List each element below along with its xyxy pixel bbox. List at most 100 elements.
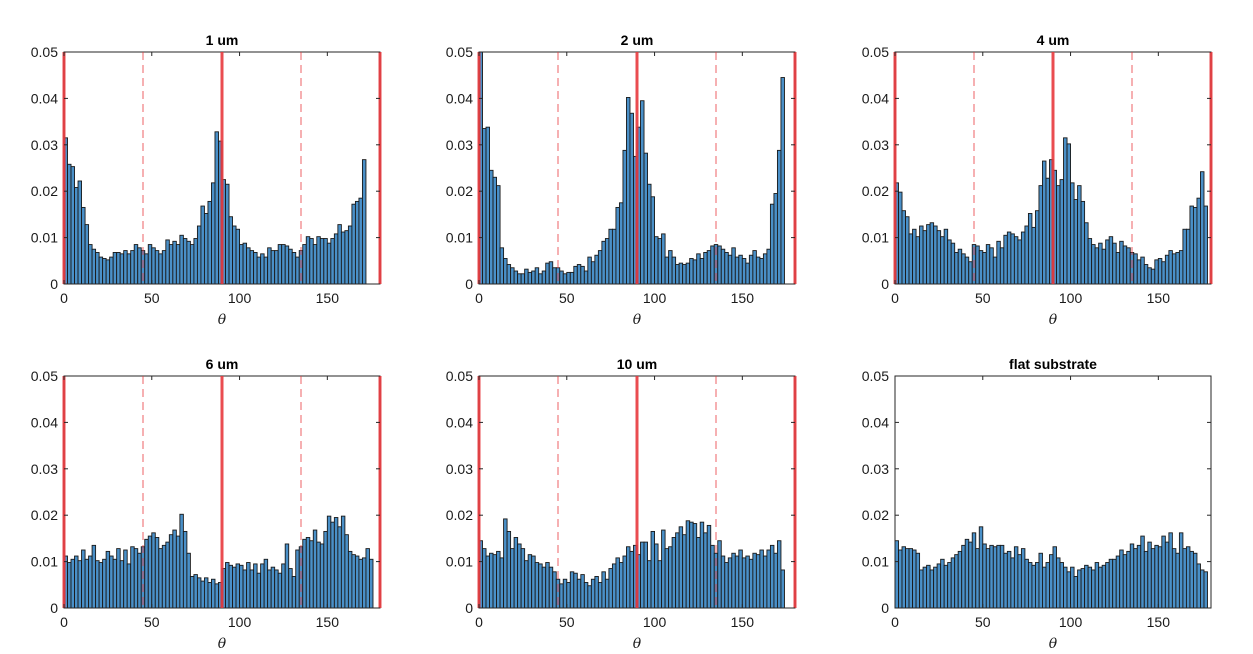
histogram-bar [1171,548,1177,609]
x-axis-label: θ [633,636,642,652]
histogram-bar [256,256,262,285]
histogram-bar [566,271,571,285]
histogram-bar [622,149,627,285]
histogram-bar [583,582,589,609]
histogram-bar [640,100,645,285]
histogram-bar [340,231,346,285]
histogram-bar [1154,259,1159,285]
y-tick-label: 0.04 [862,90,889,106]
histogram-bar [288,568,293,609]
histogram-bar [594,576,599,609]
histogram-bar [943,564,949,609]
histogram-bar [133,244,139,285]
histogram-bar [908,233,913,285]
histogram-bar [1042,566,1047,609]
histogram-bar [513,537,519,609]
histogram-bar [144,253,149,285]
histogram-bar [98,256,104,285]
histogram-bar [1094,562,1100,609]
histogram-bar [1136,544,1142,609]
histogram-bar [696,253,701,285]
x-tick-label: 100 [228,290,252,306]
histogram-bar [1129,543,1135,609]
histogram-bar [1171,253,1177,285]
y-tick-label: 0.01 [862,230,889,246]
histogram-bar [291,251,297,285]
x-axis-label: θ [633,312,642,328]
histogram-bar [985,244,991,285]
histogram-bar [961,544,966,609]
histogram-bar [992,256,998,285]
histogram-bar [1119,240,1124,285]
y-tick-label: 0.04 [31,90,58,106]
histogram-bar [647,183,652,285]
histogram-bar [119,253,125,285]
histogram-bar [534,562,540,609]
histogram-bar [755,554,761,609]
histogram-bar [675,264,680,285]
histogram-bar [182,238,188,285]
histogram-bar [692,259,698,285]
histogram-bar [1143,550,1149,609]
x-tick-label: 100 [643,614,667,630]
histogram-bar [284,245,290,285]
histogram-bar [755,256,761,285]
y-tick-label: 0.05 [862,44,889,60]
histogram-bar [734,555,740,609]
histogram-bar [1182,548,1187,609]
histogram-bar [249,250,255,285]
x-axis-label: θ [218,636,227,652]
histogram-bar [597,582,603,609]
x-tick-label: 150 [731,614,755,630]
histogram-bar [957,550,963,609]
histogram-bar [517,543,522,609]
histogram-bar [933,566,938,609]
histogram-bar [168,244,174,285]
histogram-bar [901,210,906,285]
histogram-bar [531,270,536,285]
histogram-bar [1087,566,1093,609]
histogram-bar [116,251,121,285]
histogram-bar [126,563,132,609]
histogram-bar [1063,566,1068,609]
y-tick-label: 0.01 [31,230,58,246]
histogram-bar [1038,552,1043,609]
histogram-bar [179,234,184,285]
chart-title: 6 um [206,356,239,372]
histogram-bar [1150,548,1156,609]
histogram-bar [738,549,743,609]
y-tick-label: 0.02 [862,507,889,523]
x-tick-label: 0 [891,290,899,306]
histogram-bar [1013,236,1019,285]
histogram-bar [330,521,335,609]
histogram-bar [503,258,508,285]
histogram-bar [246,247,251,285]
histogram-bar [759,258,764,285]
histogram-bar [1031,564,1036,609]
y-tick-label: 0.02 [31,183,58,199]
histogram-bar [1196,563,1201,609]
histogram-bar [309,540,314,609]
y-tick-label: 0 [465,600,473,616]
histogram-bar [482,548,487,609]
histogram-bar [626,546,631,609]
histogram-bar [727,254,733,285]
histogram-bar [587,585,592,609]
histogram-bar [228,564,233,609]
histogram-bar [267,247,272,285]
histogram-bar [710,544,715,609]
y-tick-label: 0.04 [862,414,889,430]
histogram-bar [643,152,648,285]
histogram-bar [1200,171,1205,285]
histogram-bar [1073,576,1079,609]
histogram-bar [312,529,318,609]
y-tick-label: 0.03 [31,137,58,153]
histogram-bar [689,521,694,609]
histogram-bar [752,552,757,609]
chart-panel: 0 0.01 0.02 0.03 0.04 0.05 0 50 100 150 2 um θ [446,32,797,328]
histogram-bar [1091,569,1096,609]
histogram-bar [548,566,554,609]
chart-panel: 0 0.01 0.02 0.03 0.04 0.05 0 50 100 150 1 um θ [31,32,382,328]
histogram-bar [503,518,508,609]
